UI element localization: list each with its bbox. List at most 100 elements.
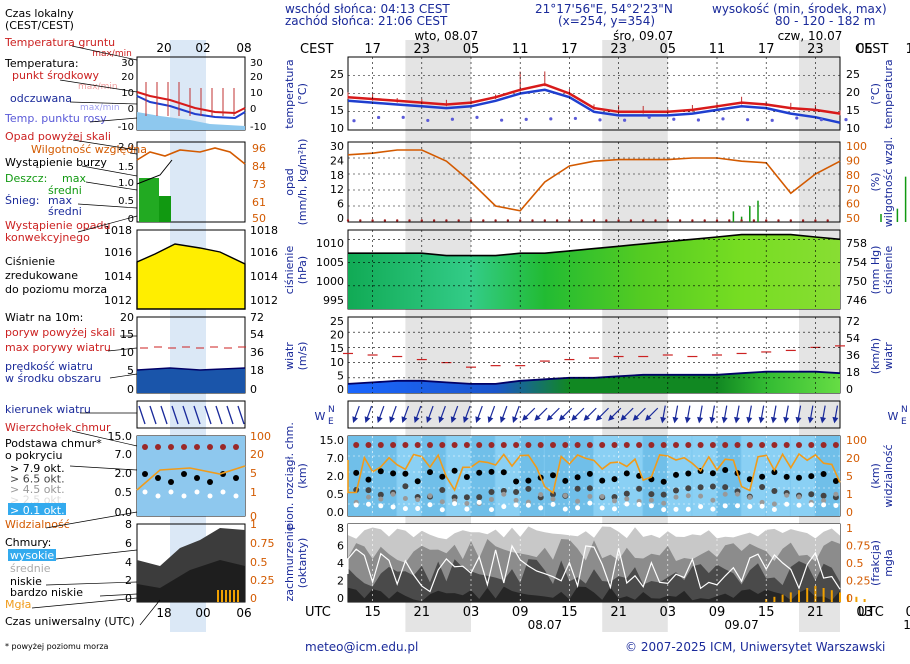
cloud-base-dot xyxy=(746,476,753,483)
legend-cloud-top-dot xyxy=(155,444,161,450)
pressure-mmhg-tick: 746 xyxy=(846,294,867,307)
cloud-base-dot xyxy=(612,498,617,504)
legend-leader-line xyxy=(129,152,138,155)
wind-arrow xyxy=(684,405,691,424)
cloud-top-dot xyxy=(451,442,458,448)
email-link[interactable]: meteo@icm.edu.pl xyxy=(305,640,419,654)
panel-frame-precip xyxy=(347,141,841,223)
top-hour-label: 05 xyxy=(660,42,677,57)
top-hour-label: 05 xyxy=(463,42,480,57)
legend-cover-tick: 8 xyxy=(125,518,132,531)
cloud-base-dot xyxy=(833,502,839,508)
precip-dot xyxy=(765,219,768,222)
legend-okt: > 7.9 okt. xyxy=(10,462,65,475)
bottom-hour-label: 03 xyxy=(856,605,873,620)
bottom-zone-label: UTC xyxy=(858,605,884,620)
cloud-base-dot xyxy=(636,485,643,492)
legend-precip-tick: 0.5 xyxy=(118,196,134,207)
legend-wind-mean: prędkość wiatru xyxy=(5,360,93,373)
legend-wind-tick: 0 xyxy=(127,383,134,396)
wind-arrow xyxy=(721,405,728,424)
cloud-base-dot xyxy=(390,491,396,497)
legend-leader-line xyxy=(31,597,138,609)
legend-cloud-top-dot xyxy=(207,444,213,450)
cloud-base-dot xyxy=(722,467,729,474)
cloud-base-dot xyxy=(365,487,372,494)
precip-dot xyxy=(519,219,522,222)
legend-cloud-base-dot xyxy=(194,475,200,481)
compass-w: W xyxy=(315,410,326,423)
legend-leader-line xyxy=(99,593,138,597)
cloud-top-dot xyxy=(832,442,839,448)
cloud-base-dot xyxy=(550,472,556,479)
wind-arrow-head xyxy=(450,416,457,423)
dewpoint-dot xyxy=(647,115,651,119)
legend-feel-line xyxy=(136,95,246,120)
legend-pressure-tick-right: 1018 xyxy=(250,224,278,237)
legend-temp-tick-right: -10 xyxy=(250,122,266,133)
precip-tick: 0 xyxy=(337,212,344,225)
legend-cover-tick: 6 xyxy=(125,537,132,550)
altitude-values: 80 - 120 - 182 m xyxy=(775,14,876,28)
legend-leader-line xyxy=(139,599,161,626)
humidity-tick: 50 xyxy=(846,212,860,225)
cloud-base-dot xyxy=(513,488,520,495)
cloud-base-dot xyxy=(808,473,815,480)
precip-dot xyxy=(506,219,510,222)
cloud-base-dot xyxy=(439,507,445,513)
cloudcover-tick: 2 xyxy=(337,575,344,588)
cloud-base-dot xyxy=(698,504,704,510)
legend-humidity-tick: 73 xyxy=(252,178,266,191)
panel-axis-title: (km) xyxy=(296,463,309,489)
legend-wind-arrow xyxy=(215,405,223,425)
legend-wind-tick: 15 xyxy=(120,328,134,341)
legend-wind-arrow xyxy=(182,405,190,425)
wind-arrow xyxy=(401,405,410,423)
legend-leader-line xyxy=(71,430,138,447)
cloud-top-dot xyxy=(673,442,679,448)
wind-arrow xyxy=(450,405,459,423)
wind-arrow-head xyxy=(376,416,383,423)
humidity-tick: 90 xyxy=(846,154,860,167)
legend-cloudbase-tick: 0.5 xyxy=(115,486,133,499)
legend-temp-tick-right: 10 xyxy=(250,88,263,99)
legend-bottom-hour: 00 xyxy=(195,606,210,620)
precip-dot xyxy=(555,219,559,222)
panel-axis-title: mgła xyxy=(882,549,895,577)
cloud-top-dot xyxy=(574,442,581,448)
wind-arrow-head xyxy=(595,414,603,421)
legend-leader-line xyxy=(77,215,138,233)
cloud-base-dot xyxy=(709,470,716,477)
legend-temp-mid: punkt środkowy xyxy=(12,69,100,82)
legend-wind-kmh-tick: 54 xyxy=(250,328,264,341)
legend-cloud-top: Wierzchołek chmur xyxy=(5,421,111,434)
legend-pressure: zredukowane xyxy=(5,269,78,282)
cloud-base-dot xyxy=(377,491,384,498)
wind-arrow-head xyxy=(475,416,481,423)
wind-arrow xyxy=(364,405,373,423)
legend-fog-tick: 0.5 xyxy=(250,556,268,569)
cloud-base-dot xyxy=(415,497,421,503)
cloud-base-dot xyxy=(821,502,827,508)
cloud-base-dot xyxy=(366,501,371,507)
top-day-label: czw, 10.07 xyxy=(778,29,843,43)
cloud-base-dot xyxy=(759,499,765,505)
legend-cloud-base-dot xyxy=(233,493,239,499)
cloud-top-dot xyxy=(623,442,630,448)
legend-leader-line xyxy=(71,45,138,61)
wind-arrow-head xyxy=(438,416,445,423)
wind-arrow xyxy=(807,405,814,424)
cloud-base-dot xyxy=(476,499,482,505)
cloud-base-dot xyxy=(833,491,839,497)
legend-cloudbase-tick: 0.0 xyxy=(115,506,133,519)
bottom-hour-label: 09 xyxy=(906,605,910,620)
legend-leader-line xyxy=(69,101,138,105)
wind-arrow xyxy=(746,405,753,424)
top-hour-label: 17 xyxy=(758,42,775,57)
cloud-base-dot xyxy=(488,488,495,495)
bottom-hour-label: 15 xyxy=(364,605,381,620)
panel-axis-title: (km) xyxy=(869,463,882,489)
cloud-base-dot xyxy=(685,485,692,492)
legend-fog: Mgła xyxy=(5,598,31,611)
cloud-top-dot xyxy=(377,442,384,448)
